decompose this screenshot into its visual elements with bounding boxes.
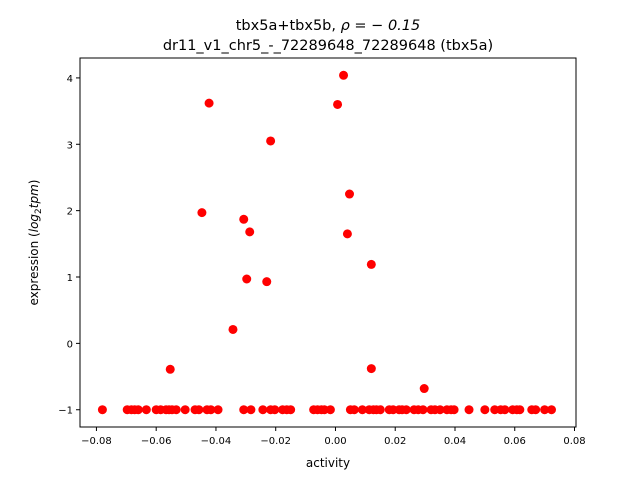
y-axis-label-subscript: 2: [34, 208, 44, 214]
x-tick-label: −0.06: [141, 436, 172, 447]
data-points: [97, 70, 556, 415]
data-point: [418, 405, 428, 415]
y-tick-label: 4: [67, 74, 73, 85]
data-point: [206, 405, 216, 415]
plot-area-frame: [79, 57, 577, 428]
data-point: [375, 405, 385, 415]
data-point: [213, 405, 223, 415]
data-point: [345, 189, 355, 199]
data-point: [531, 405, 541, 415]
y-axis-label-tpm: tpm: [27, 184, 41, 208]
data-point: [401, 405, 411, 415]
data-point: [171, 405, 181, 415]
y-axis-label-suffix: ): [27, 180, 41, 185]
data-point: [245, 227, 255, 237]
y-tick-label: −1: [58, 406, 73, 417]
y-axis-label-prefix: expression (: [27, 232, 41, 305]
data-point: [419, 384, 429, 394]
x-tick-label: 0.04: [444, 436, 466, 447]
y-tick-label: 1: [67, 273, 73, 284]
data-point: [464, 405, 474, 415]
data-point: [180, 405, 190, 415]
data-point: [366, 259, 376, 269]
x-tick-label: 0.00: [324, 436, 346, 447]
y-axis-label-log: log: [27, 214, 41, 233]
x-tick-label: −0.02: [260, 436, 291, 447]
data-point: [204, 98, 214, 108]
y-tick-label: 3: [67, 140, 73, 151]
data-point: [165, 364, 175, 374]
data-point: [435, 405, 445, 415]
data-point: [547, 405, 556, 415]
y-tick-label: 2: [67, 207, 73, 218]
x-tick-label: −0.04: [201, 436, 232, 447]
chart-title-rho: ρ = − 0.15: [341, 18, 421, 34]
data-point: [366, 364, 376, 374]
data-point: [333, 99, 343, 109]
data-point: [242, 274, 252, 284]
data-point: [228, 324, 238, 334]
data-point: [239, 214, 249, 224]
x-tick-label: 0.06: [504, 436, 526, 447]
data-point: [449, 405, 459, 415]
data-point: [246, 405, 256, 415]
data-point: [239, 405, 249, 415]
x-tick-label: 0.08: [563, 436, 585, 447]
data-point: [141, 405, 151, 415]
data-point: [262, 277, 272, 287]
data-point: [266, 136, 276, 146]
data-point: [258, 405, 268, 415]
data-point: [342, 229, 352, 239]
data-point: [97, 405, 107, 415]
data-point: [197, 208, 207, 218]
y-axis: −1 0 1 2 3 4: [58, 74, 80, 417]
x-tick-label: −0.08: [81, 436, 112, 447]
data-point: [515, 405, 525, 415]
data-point: [325, 405, 335, 415]
data-point: [349, 405, 359, 415]
data-point: [500, 405, 510, 415]
data-point: [194, 405, 204, 415]
data-point: [357, 405, 367, 415]
data-point: [270, 405, 280, 415]
chart-title-line2: dr11_v1_chr5_-_72289648_72289648 (tbx5a): [163, 38, 493, 54]
chart-title-prefix: tbx5a+tbx5b,: [236, 18, 341, 34]
data-point: [133, 405, 143, 415]
y-axis-label: expression (log2tpm): [27, 180, 44, 306]
x-tick-label: 0.02: [384, 436, 406, 447]
data-point: [286, 405, 296, 415]
data-point: [480, 405, 490, 415]
x-axis: −0.08 −0.06 −0.04 −0.02 0.00 0.02 0.04 0.06 0.08: [81, 427, 586, 447]
data-point: [339, 70, 349, 80]
y-tick-label: 0: [67, 339, 73, 350]
data-point: [540, 405, 550, 415]
x-axis-label: activity: [306, 456, 350, 470]
chart-title-line1: tbx5a+tbx5b, ρ = − 0.15: [236, 18, 420, 34]
